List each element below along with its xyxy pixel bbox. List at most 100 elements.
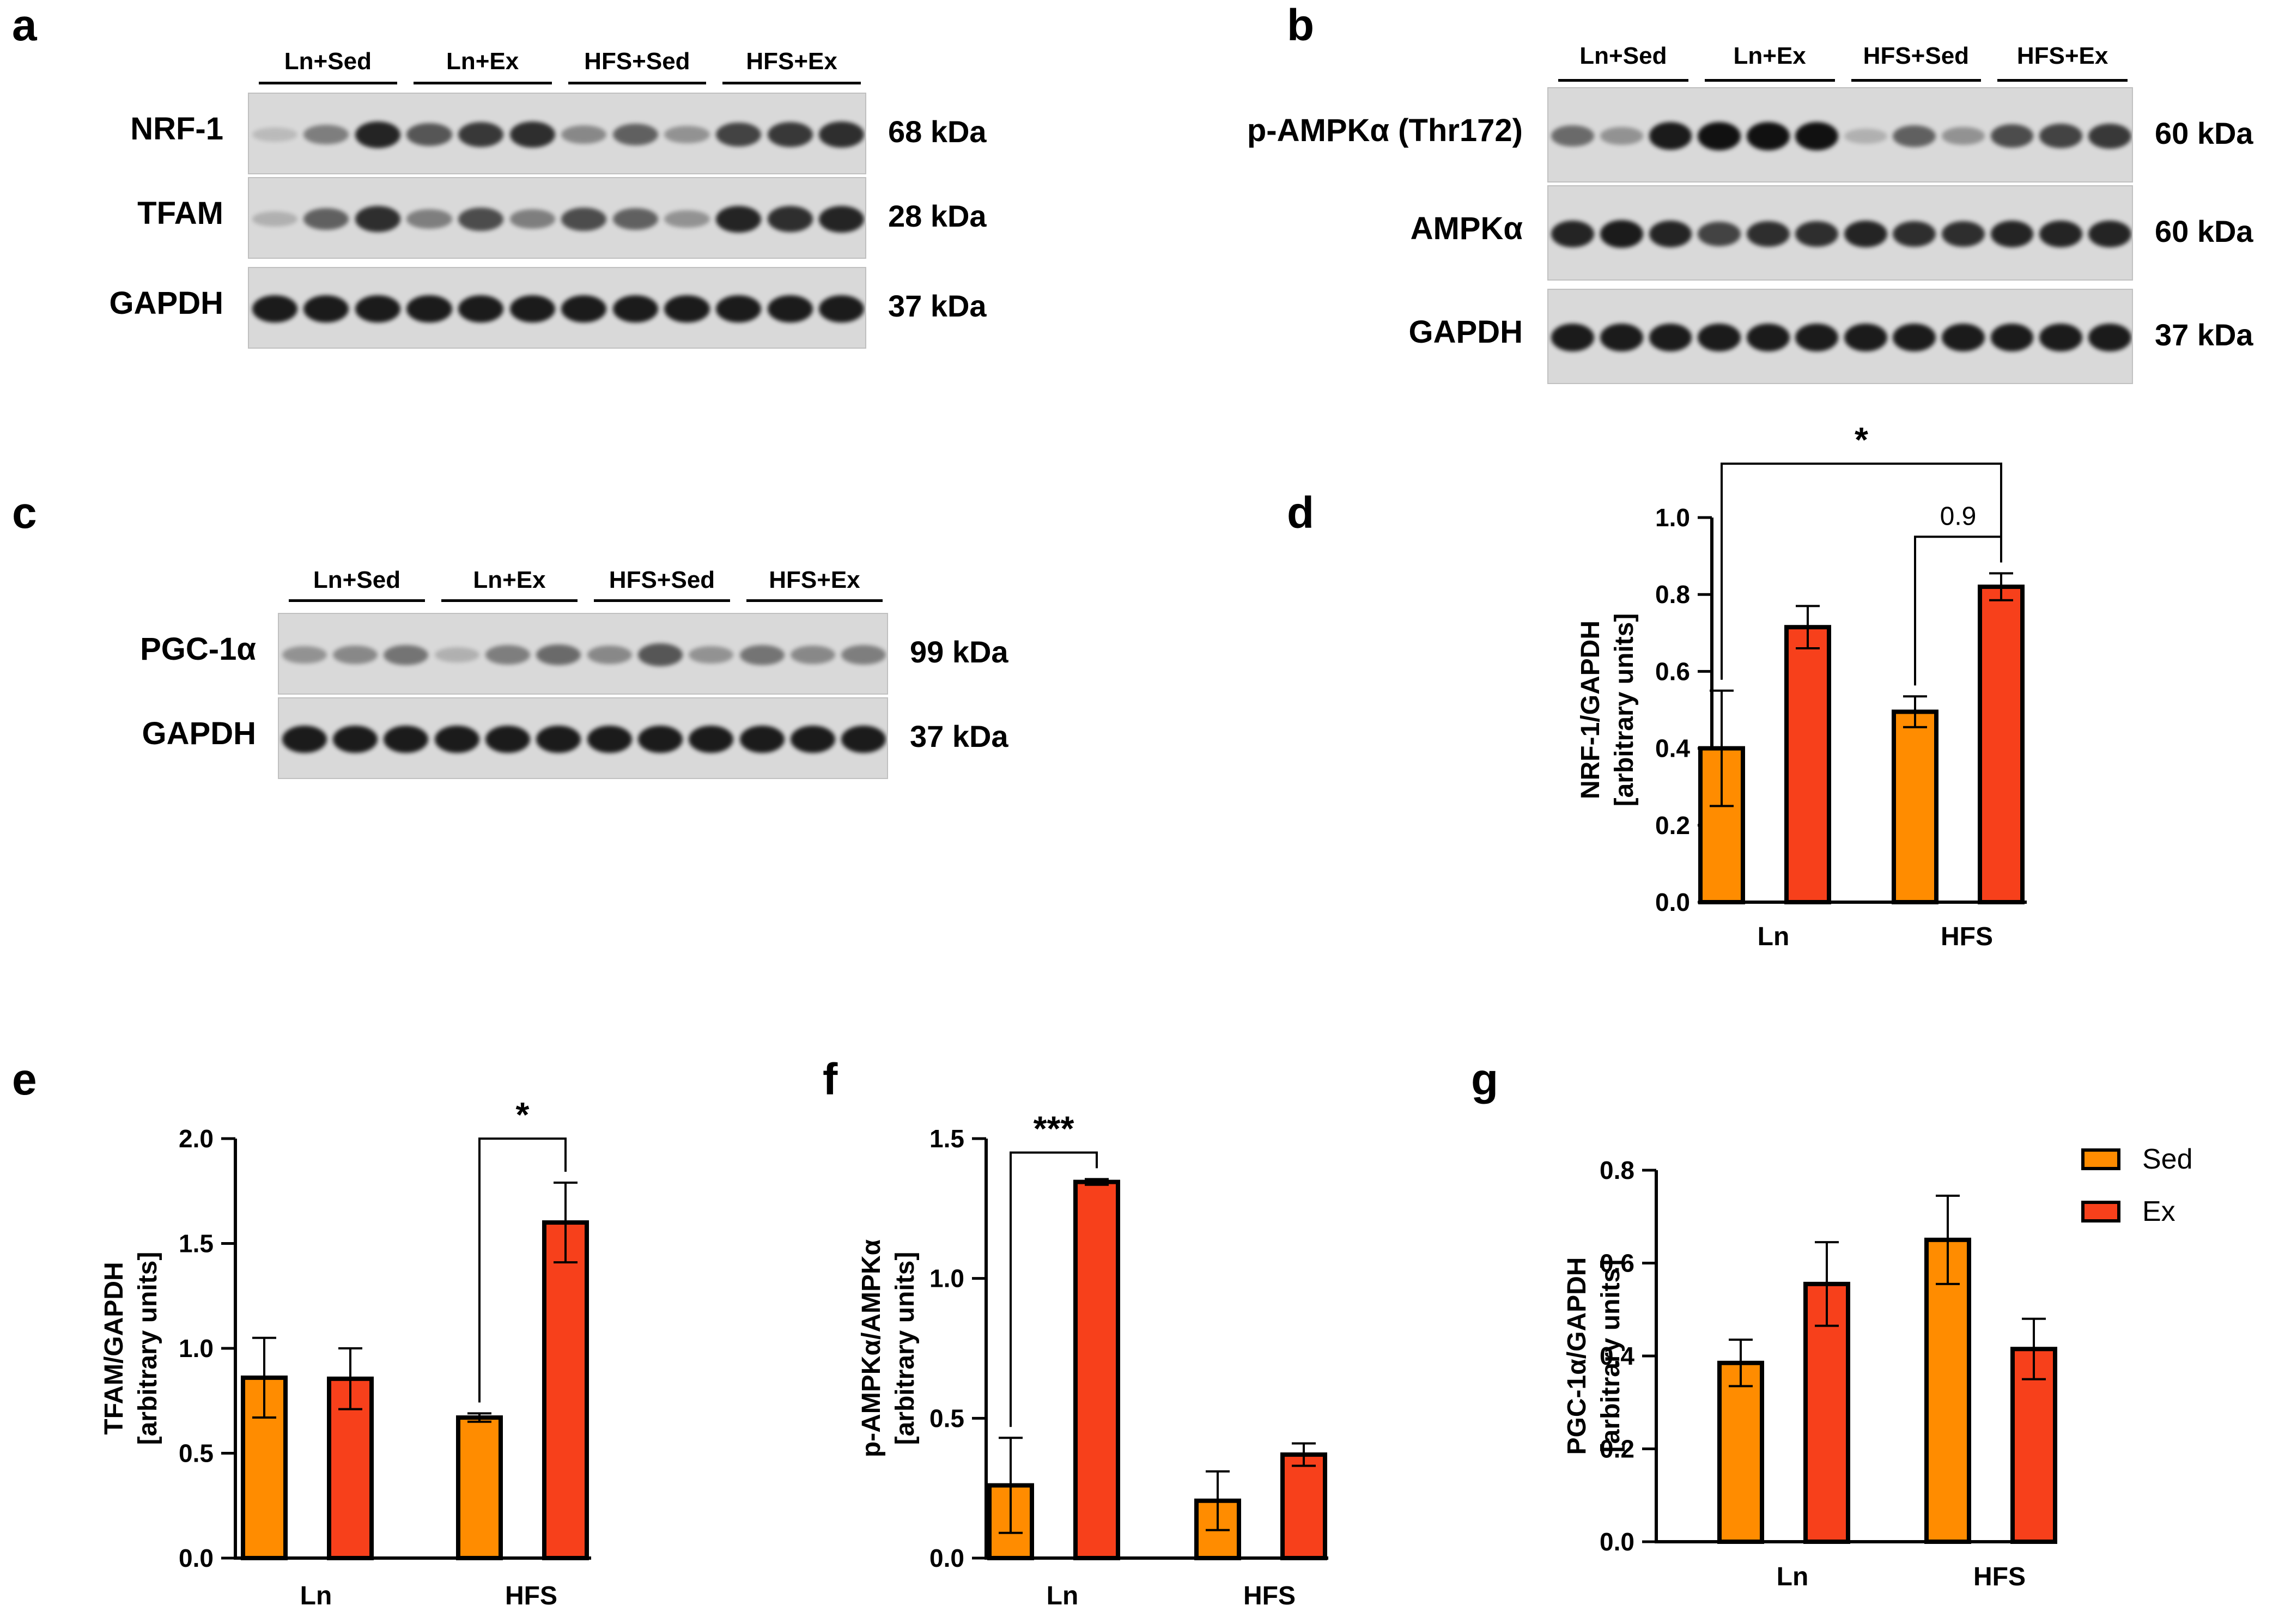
blot-group-line bbox=[1851, 79, 1982, 82]
blot-band bbox=[1746, 324, 1790, 351]
blot-band bbox=[767, 206, 813, 232]
blot-group-label: Ln+Ex bbox=[446, 48, 519, 75]
blot-protein-label: TFAM bbox=[137, 196, 223, 231]
blot-band bbox=[2088, 123, 2131, 149]
blot-band bbox=[1698, 121, 1741, 150]
blot-band bbox=[1551, 221, 1595, 247]
blot-strip bbox=[1547, 87, 2133, 183]
blot-band bbox=[819, 205, 865, 233]
blot-band bbox=[1746, 121, 1790, 150]
blot-band bbox=[689, 725, 734, 753]
blot-band bbox=[458, 207, 504, 231]
blot-band bbox=[485, 645, 531, 665]
y-axis-label: PGC-1α/GAPDH bbox=[1563, 1257, 1591, 1455]
blot-band bbox=[355, 121, 401, 148]
blot-band bbox=[767, 295, 813, 323]
blot-band bbox=[1844, 221, 1887, 247]
blot-band bbox=[384, 644, 429, 665]
blot-band bbox=[790, 646, 836, 664]
y-tick-label: 0.5 bbox=[929, 1404, 964, 1432]
blot-group-label: Ln+Sed bbox=[284, 48, 372, 75]
y-tick-label: 0.8 bbox=[1655, 580, 1690, 609]
blot-kda-label: 99 kDa bbox=[910, 635, 1008, 669]
blot-group-line bbox=[746, 599, 883, 602]
blot-protein-label: p-AMPKα (Thr172) bbox=[1247, 112, 1523, 148]
blot-band bbox=[303, 125, 349, 144]
blot-band bbox=[536, 725, 581, 753]
blot-band bbox=[819, 295, 865, 323]
blot-band bbox=[509, 209, 555, 229]
blot-band bbox=[689, 646, 734, 664]
blot-band bbox=[406, 209, 452, 229]
x-tick-label: Ln bbox=[1047, 1582, 1079, 1610]
blot-band bbox=[1844, 128, 1887, 144]
legend: Sed Ex bbox=[2081, 1133, 2193, 1238]
blot-band bbox=[1990, 221, 2034, 247]
blot-group-line bbox=[413, 82, 552, 84]
blot-band bbox=[1990, 124, 2034, 148]
blot-group-line bbox=[594, 599, 730, 602]
y-tick-label: 2.0 bbox=[179, 1124, 214, 1153]
significance-bracket bbox=[1721, 463, 2002, 680]
panel-letter-f: f bbox=[823, 1055, 838, 1104]
blot-band bbox=[715, 122, 762, 147]
y-tick-label: 0.6 bbox=[1655, 657, 1690, 685]
blot-band bbox=[1795, 324, 1839, 351]
blot-band bbox=[303, 295, 349, 323]
blot-band bbox=[841, 645, 886, 665]
blot-group-line bbox=[441, 599, 578, 602]
blot-band bbox=[2088, 324, 2131, 351]
blot-group-label: Ln+Ex bbox=[1733, 42, 1806, 69]
blot-band bbox=[282, 646, 327, 664]
y-tick-label: 0.4 bbox=[1600, 1342, 1634, 1370]
blot-band bbox=[819, 121, 865, 148]
blot-band bbox=[1649, 221, 1692, 247]
y-axis-label: p-AMPKα/AMPKα bbox=[857, 1239, 886, 1457]
y-tick-label: 0.4 bbox=[1655, 734, 1690, 763]
blot-band bbox=[664, 295, 710, 323]
blot-protein-label: GAPDH bbox=[1408, 314, 1523, 350]
significance-label: * bbox=[516, 1095, 530, 1134]
panel-letter-c: c bbox=[12, 488, 37, 538]
blot-band bbox=[739, 644, 785, 665]
blot-band bbox=[252, 127, 297, 142]
blot-band bbox=[406, 123, 452, 146]
y-tick-label: 0.0 bbox=[1600, 1528, 1634, 1556]
x-tick-label: HFS bbox=[1243, 1582, 1296, 1610]
blot-band bbox=[384, 725, 429, 753]
panel-letter-a: a bbox=[12, 1, 37, 50]
significance-label: *** bbox=[1034, 1109, 1074, 1148]
blot-strip bbox=[1547, 289, 2133, 384]
x-tick-label: HFS bbox=[1973, 1562, 2026, 1591]
blot-kda-label: 37 kDa bbox=[2155, 317, 2253, 352]
blot-kda-label: 28 kDa bbox=[888, 199, 987, 233]
blot-group-label: HFS+Ex bbox=[769, 567, 860, 593]
blot-band bbox=[1990, 324, 2034, 351]
y-axis-label: [arbitrary units] bbox=[891, 1252, 920, 1445]
blot-band bbox=[587, 725, 632, 753]
blot-band bbox=[1893, 221, 1936, 247]
blot-band bbox=[406, 295, 452, 323]
blot-band bbox=[282, 725, 327, 753]
blot-group-line bbox=[1704, 79, 1835, 82]
blot-band bbox=[637, 725, 683, 753]
blot-band bbox=[1795, 121, 1839, 150]
y-axis-label: NRF-1/GAPDH bbox=[1576, 621, 1605, 799]
bar-sed-hfs bbox=[456, 1415, 503, 1561]
blot-band bbox=[1600, 127, 1643, 145]
x-tick-label: Ln bbox=[1777, 1562, 1809, 1591]
x-tick-label: Ln bbox=[1758, 922, 1790, 951]
blot-kda-label: 60 kDa bbox=[2155, 214, 2253, 248]
blot-protein-label: GAPDH bbox=[142, 716, 256, 751]
blot-band bbox=[1746, 221, 1790, 247]
y-tick-label: 1.0 bbox=[1655, 503, 1690, 532]
blot-band bbox=[790, 725, 836, 753]
blot-strip bbox=[248, 93, 866, 174]
blot-group-line bbox=[568, 82, 707, 84]
y-axis-label: [arbitrary units] bbox=[1596, 1260, 1625, 1453]
blot-kda-label: 37 kDa bbox=[910, 719, 1008, 753]
blot-band bbox=[1649, 122, 1692, 150]
